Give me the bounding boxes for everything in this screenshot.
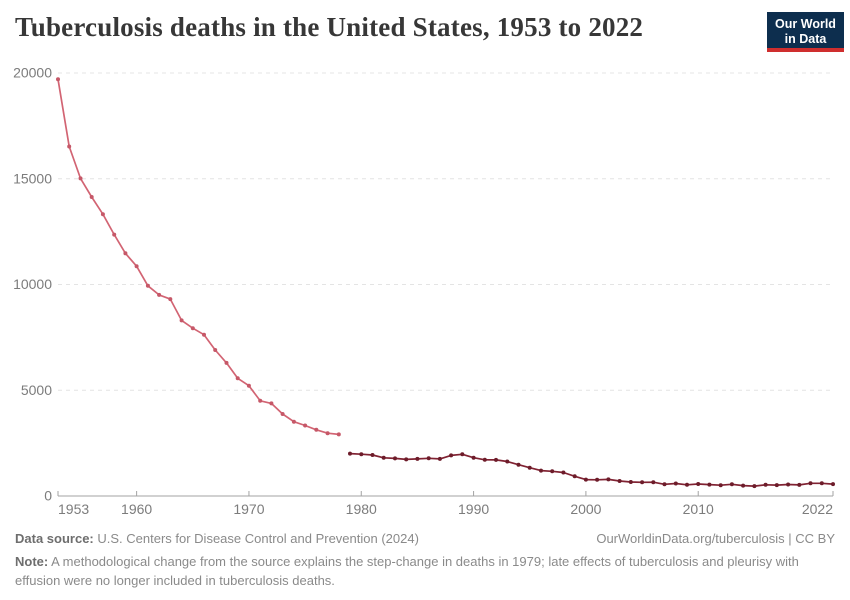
y-axis-tick-label: 5000 bbox=[21, 382, 52, 398]
data-point-2020[interactable] bbox=[808, 481, 813, 486]
data-point-2008[interactable] bbox=[673, 481, 678, 486]
data-point-1954[interactable] bbox=[67, 144, 72, 149]
y-axis-tick-label: 10000 bbox=[13, 276, 52, 292]
data-point-2004[interactable] bbox=[628, 480, 633, 484]
data-point-1976[interactable] bbox=[314, 427, 319, 432]
x-axis-tick-label: 2022 bbox=[802, 501, 833, 517]
data-point-1969[interactable] bbox=[235, 376, 240, 381]
data-point-2010[interactable] bbox=[696, 482, 701, 486]
data-point-1962[interactable] bbox=[157, 292, 162, 297]
data-point-1987[interactable] bbox=[437, 456, 442, 461]
data-point-1973[interactable] bbox=[280, 412, 285, 416]
data-point-1961[interactable] bbox=[145, 283, 150, 288]
data-point-1993[interactable] bbox=[505, 459, 510, 464]
x-axis-tick-label: 1953 bbox=[58, 501, 89, 517]
data-point-2017[interactable] bbox=[774, 483, 779, 488]
data-point-1956[interactable] bbox=[89, 195, 94, 199]
data-point-1981[interactable] bbox=[370, 453, 375, 457]
data-source-label: Data source: bbox=[15, 531, 94, 546]
data-point-2022[interactable] bbox=[831, 482, 835, 487]
data-point-1960[interactable] bbox=[134, 264, 139, 269]
data-point-1995[interactable] bbox=[527, 465, 532, 470]
chart-note: Note: A methodological change from the s… bbox=[15, 554, 799, 588]
data-point-1984[interactable] bbox=[404, 457, 409, 462]
owid-attribution-link[interactable]: OurWorldinData.org/tuberculosis | CC BY bbox=[596, 531, 835, 546]
series-line-1953-1978[interactable] bbox=[57, 79, 339, 436]
data-point-1968[interactable] bbox=[224, 360, 229, 365]
data-point-2019[interactable] bbox=[797, 482, 802, 487]
data-point-2001[interactable] bbox=[595, 477, 600, 482]
data-point-2014[interactable] bbox=[741, 483, 746, 488]
data-point-2013[interactable] bbox=[729, 482, 734, 487]
data-point-1980[interactable] bbox=[359, 452, 364, 457]
y-axis-tick-label: 15000 bbox=[13, 170, 52, 186]
data-point-2009[interactable] bbox=[685, 482, 689, 487]
data-point-1996[interactable] bbox=[539, 468, 543, 473]
x-axis-tick-label: 2000 bbox=[570, 501, 601, 517]
data-point-1989[interactable] bbox=[460, 452, 465, 457]
data-point-1997[interactable] bbox=[550, 469, 555, 474]
data-point-2006[interactable] bbox=[651, 480, 656, 485]
data-point-1964[interactable] bbox=[179, 318, 184, 323]
data-point-1977[interactable] bbox=[325, 431, 330, 436]
owid-logo[interactable]: Our World in Data bbox=[767, 12, 844, 52]
y-axis-tick-label: 0 bbox=[44, 488, 52, 504]
data-point-1971[interactable] bbox=[258, 398, 263, 403]
data-point-1994[interactable] bbox=[516, 462, 521, 467]
data-point-1985[interactable] bbox=[415, 456, 420, 461]
y-axis-tick-label: 20000 bbox=[13, 65, 52, 81]
data-point-2015[interactable] bbox=[752, 484, 757, 489]
data-point-2016[interactable] bbox=[763, 482, 768, 487]
data-source-text: Data source: U.S. Centers for Disease Co… bbox=[15, 531, 419, 546]
x-axis-tick-label: 2010 bbox=[683, 501, 714, 517]
data-point-1992[interactable] bbox=[494, 457, 498, 462]
data-point-1986[interactable] bbox=[426, 456, 431, 461]
x-axis-tick-label: 1970 bbox=[233, 501, 264, 517]
series-line-1979-2022[interactable] bbox=[349, 452, 834, 487]
data-point-1965[interactable] bbox=[190, 326, 195, 331]
data-point-2000[interactable] bbox=[583, 477, 588, 482]
chart-title: Tuberculosis deaths in the United States… bbox=[15, 12, 644, 42]
x-axis-tick-label: 1990 bbox=[458, 501, 489, 517]
data-point-2011[interactable] bbox=[707, 482, 712, 487]
data-point-1979[interactable] bbox=[348, 451, 352, 456]
chart-footer: Data source: U.S. Centers for Disease Co… bbox=[15, 531, 835, 591]
note-label: Note: bbox=[15, 554, 49, 569]
line-chart-canvas[interactable]: 0 5000 10000 15000 20000 1953 1960 1970 1980 1990… bbox=[0, 0, 850, 530]
data-point-1972[interactable] bbox=[269, 401, 274, 406]
data-point-1988[interactable] bbox=[449, 453, 454, 458]
data-point-1970[interactable] bbox=[246, 383, 251, 388]
data-point-1953[interactable] bbox=[56, 77, 60, 82]
data-point-1998[interactable] bbox=[561, 470, 566, 475]
data-point-1983[interactable] bbox=[393, 456, 397, 461]
data-point-1982[interactable] bbox=[381, 455, 386, 460]
data-point-1978[interactable] bbox=[336, 432, 341, 437]
x-axis-tick-label: 1960 bbox=[121, 501, 152, 517]
data-point-1959[interactable] bbox=[123, 251, 128, 256]
data-point-1963[interactable] bbox=[168, 297, 173, 302]
data-point-2018[interactable] bbox=[786, 482, 791, 487]
data-point-2012[interactable] bbox=[718, 483, 723, 488]
x-axis-tick-label: 1980 bbox=[346, 501, 377, 517]
data-point-2002[interactable] bbox=[606, 477, 611, 482]
data-point-2021[interactable] bbox=[819, 481, 824, 486]
owid-logo-line1: Our World bbox=[775, 17, 836, 31]
data-point-1955[interactable] bbox=[78, 176, 83, 181]
data-point-1975[interactable] bbox=[303, 423, 308, 428]
data-point-1958[interactable] bbox=[112, 232, 117, 237]
data-point-1957[interactable] bbox=[100, 212, 105, 217]
data-point-1999[interactable] bbox=[572, 474, 577, 479]
data-point-1991[interactable] bbox=[482, 457, 487, 462]
data-point-2005[interactable] bbox=[640, 480, 645, 485]
data-point-1967[interactable] bbox=[213, 348, 218, 352]
data-point-2003[interactable] bbox=[617, 479, 622, 483]
data-point-1990[interactable] bbox=[471, 455, 476, 460]
data-point-2007[interactable] bbox=[662, 482, 667, 487]
owid-logo-line2: in Data bbox=[784, 32, 827, 46]
data-point-1966[interactable] bbox=[202, 332, 206, 337]
data-point-1974[interactable] bbox=[291, 419, 296, 424]
